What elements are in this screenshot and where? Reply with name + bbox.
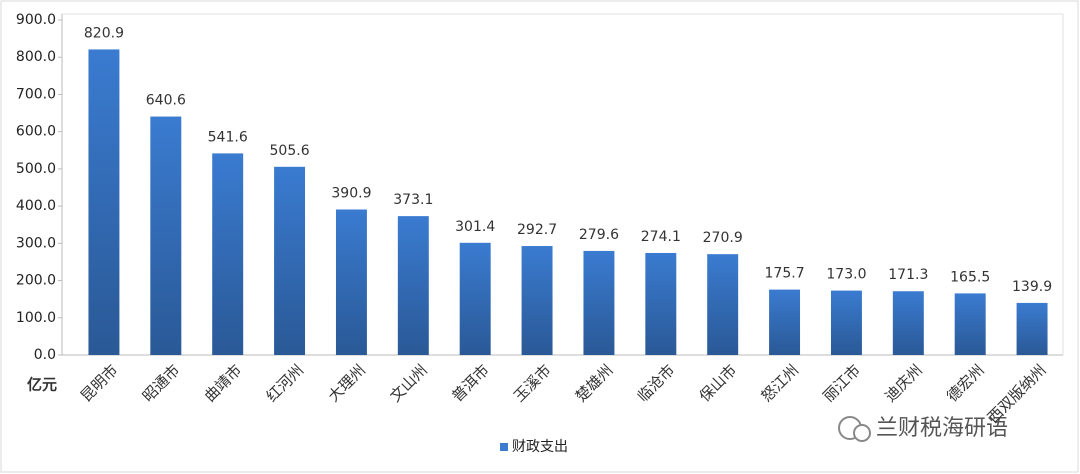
y-tick-label: 0.0 [34,347,56,363]
watermark-text: 兰财税海研语 [876,416,1008,441]
value-label: 640.6 [146,93,186,109]
value-label: 270.9 [703,230,743,246]
x-tick-label: 迪庆州 [881,361,926,406]
bar [150,116,182,355]
x-tick-label: 怒江州 [758,361,803,406]
y-tick-label: 600.0 [16,124,56,140]
legend-swatch [500,443,508,451]
bar [769,289,801,355]
value-label: 279.6 [579,227,619,243]
x-tick-label: 丽江市 [820,361,865,406]
bar [274,166,306,355]
bar [88,49,120,355]
value-label: 171.3 [888,267,928,283]
y-tick-label: 400.0 [16,198,56,214]
value-label: 292.7 [517,222,557,238]
x-tick-label: 楚雄州 [572,361,617,406]
value-label: 139.9 [1012,279,1052,295]
y-tick-label: 700.0 [16,86,56,102]
y-tick-label: 900.0 [16,12,56,28]
y-tick-label: 100.0 [16,310,56,326]
x-tick-label: 保山市 [696,361,741,406]
value-label: 175.7 [765,266,805,282]
bar [892,291,924,355]
legend-label: 财政支出 [512,439,568,455]
x-tick-label: 文山州 [386,361,431,406]
bar [954,293,986,355]
x-tick-label: 红河州 [263,361,308,406]
value-label: 301.4 [455,219,495,235]
x-tick-label: 大理州 [325,361,370,406]
y-tick-label: 800.0 [16,49,56,65]
bar [707,254,739,355]
legend: 财政支出 [500,439,568,455]
x-tick-label: 临沧市 [634,361,679,406]
x-tick-label: 普洱市 [448,361,493,406]
x-tick-label: 西双版纳州 [984,361,1050,427]
y-unit-label: 亿元 [27,376,57,394]
bar [583,250,615,355]
watermark-icon [853,424,871,442]
value-label: 505.6 [270,143,310,159]
bar [830,290,862,355]
x-tick-label: 昭通市 [139,361,184,406]
x-tick-label: 曲靖市 [201,361,246,406]
value-label: 541.6 [208,129,248,145]
bar [397,216,429,355]
x-tick-label: 昆明市 [77,361,122,406]
y-tick-label: 300.0 [16,235,56,251]
bar [521,246,553,355]
bar [212,153,244,355]
y-tick-label: 200.0 [16,273,56,289]
y-tick-label: 500.0 [16,161,56,177]
bar [459,242,491,355]
bar [335,209,367,355]
value-label: 173.0 [826,267,866,283]
value-label: 373.1 [393,192,433,208]
value-label: 165.5 [950,269,990,285]
value-label: 274.1 [641,229,681,245]
bar [1016,302,1048,355]
bar [645,252,677,355]
watermark: 兰财税海研语 [838,416,1008,442]
x-tick-label: 玉溪市 [510,361,555,406]
x-tick-label: 德宏州 [943,361,988,406]
value-label: 820.9 [84,25,124,41]
value-label: 390.9 [331,185,371,201]
